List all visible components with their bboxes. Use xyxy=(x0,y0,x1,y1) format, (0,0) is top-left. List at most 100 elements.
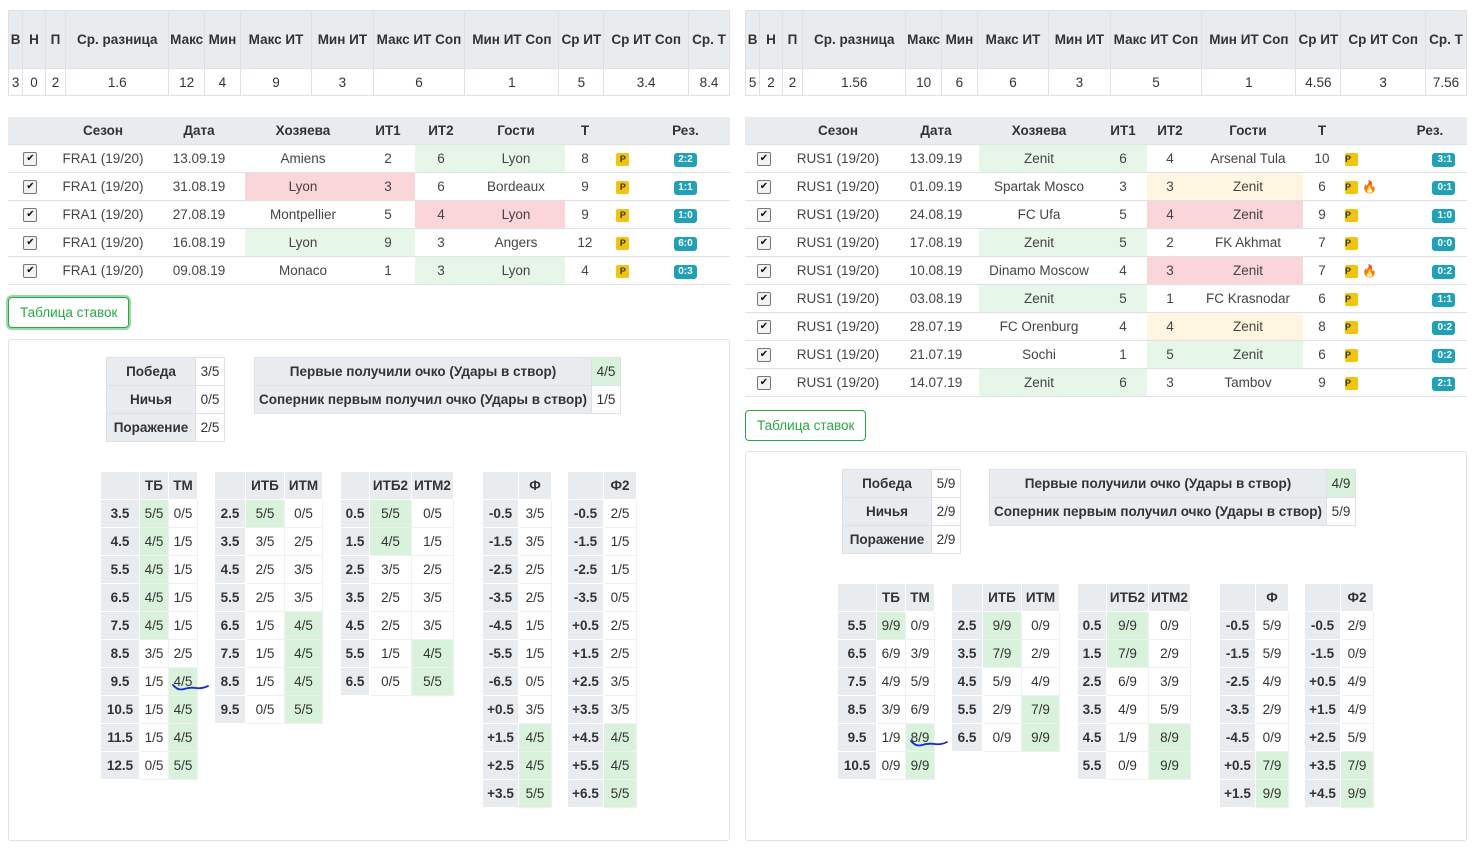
checkbox-checked-icon[interactable]: ✔ xyxy=(756,348,771,363)
checkbox-checked-icon[interactable]: ✔ xyxy=(23,208,38,223)
checkbox-checked-icon[interactable]: ✔ xyxy=(756,152,771,167)
checkbox-checked-icon[interactable]: ✔ xyxy=(756,208,771,223)
match-checkbox-cell[interactable]: ✔ xyxy=(745,284,783,313)
odds-line: 8.5 xyxy=(100,639,140,668)
summary-header: Макс xyxy=(905,10,943,69)
match-row[interactable]: ✔ RUS1 (19/20) 10.08.19 Dinamo Moscow 4 3 Zeni… xyxy=(745,256,1467,285)
odds-table-f: Ф -0.5 5/9 -1.5 5/9 -2.5 4/9 -3.5 2/9 -4.5 0/9 +0.5… xyxy=(1219,583,1289,808)
odds-header-blank xyxy=(1219,583,1256,612)
match-checkbox-cell[interactable]: ✔ xyxy=(745,312,783,341)
match-row[interactable]: ✔ FRA1 (19/20) 27.08.19 Montpellier 5 4 Lyon 9 P… xyxy=(8,200,730,229)
summary-header: Макс ИТ xyxy=(976,10,1050,69)
result-badge[interactable]: 0:2 xyxy=(1432,265,1455,279)
match-checkbox-cell[interactable]: ✔ xyxy=(8,144,53,173)
result-badge[interactable]: 0:0 xyxy=(1432,237,1455,251)
odds-line: 7.5 xyxy=(214,639,246,668)
match-row[interactable]: ✔ RUS1 (19/20) 24.08.19 FC Ufa 5 4 Zenit 9 P 1:0 xyxy=(745,200,1467,229)
match-total: 6 xyxy=(1302,340,1341,369)
summary-value: 6 xyxy=(372,68,466,96)
bets-table-button[interactable]: Таблица ставок xyxy=(745,410,867,441)
odds-value: 2/9 xyxy=(1021,639,1060,668)
odds-value: 1/5 xyxy=(518,639,552,668)
checkbox-checked-icon[interactable]: ✔ xyxy=(23,264,38,279)
checkbox-checked-icon[interactable]: ✔ xyxy=(756,376,771,391)
odds-line: 5.5 xyxy=(1077,751,1107,780)
match-home-score: 5 xyxy=(1099,228,1147,257)
match-row[interactable]: ✔ FRA1 (19/20) 31.08.19 Lyon 3 6 Bordeaux 9 P 1:1 xyxy=(8,172,730,201)
checkbox-checked-icon[interactable]: ✔ xyxy=(23,152,38,167)
odds-line: 3.5 xyxy=(100,499,140,528)
match-checkbox-cell[interactable]: ✔ xyxy=(8,172,53,201)
match-checkbox-cell[interactable]: ✔ xyxy=(8,200,53,229)
match-home-team: Zenit xyxy=(979,144,1099,173)
match-badges: P xyxy=(1340,200,1393,229)
checkbox-checked-icon[interactable]: ✔ xyxy=(756,320,771,335)
odds-value: 4/5 xyxy=(603,751,637,780)
result-badge[interactable]: 2:1 xyxy=(1432,377,1455,391)
odds-row: +1.5 4/5 xyxy=(482,723,552,752)
odds-value: 4/5 xyxy=(139,527,169,556)
checkbox-checked-icon[interactable]: ✔ xyxy=(756,180,771,195)
match-row[interactable]: ✔ RUS1 (19/20) 01.09.19 Spartak Mosco 3 3 Zeni… xyxy=(745,172,1467,201)
match-row[interactable]: ✔ RUS1 (19/20) 17.08.19 Zenit 5 2 FK Akhmat 7 P 0… xyxy=(745,228,1467,257)
match-checkbox-cell[interactable]: ✔ xyxy=(745,368,783,397)
summary-value: 0 xyxy=(22,68,46,96)
odds-value: 5/5 xyxy=(369,499,412,528)
summary-value: 12 xyxy=(168,68,206,96)
match-result-cell: 0:3 xyxy=(640,256,730,285)
result-badge[interactable]: 0:2 xyxy=(1432,349,1455,363)
match-row[interactable]: ✔ FRA1 (19/20) 16.08.19 Lyon 9 3 Angers 12 P 6:0 xyxy=(8,228,730,257)
matches-header: Сезон xyxy=(782,117,893,145)
summary-header: Ср ИТ xyxy=(1295,10,1342,69)
result-badge[interactable]: 0:3 xyxy=(673,265,697,279)
match-row[interactable]: ✔ RUS1 (19/20) 28.07.19 FC Orenburg 4 4 Zenit 8… xyxy=(745,312,1467,341)
stat-row: Поражение 2/9 xyxy=(842,525,961,554)
checkbox-checked-icon[interactable]: ✔ xyxy=(756,292,771,307)
result-badge[interactable]: 0:1 xyxy=(1432,181,1455,195)
checkbox-checked-icon[interactable]: ✔ xyxy=(756,264,771,279)
match-row[interactable]: ✔ RUS1 (19/20) 14.07.19 Zenit 6 3 Tambov 9 P 2:1 xyxy=(745,368,1467,397)
match-checkbox-cell[interactable]: ✔ xyxy=(745,200,783,229)
match-checkbox-cell[interactable]: ✔ xyxy=(8,228,53,257)
p-badge-icon: P xyxy=(1344,152,1358,166)
match-row[interactable]: ✔ RUS1 (19/20) 03.08.19 Zenit 5 1 FC Krasnodar… xyxy=(745,284,1467,313)
result-badge[interactable]: 6:0 xyxy=(673,237,697,251)
match-row[interactable]: ✔ RUS1 (19/20) 13.09.19 Zenit 6 4 Arsenal Tula… xyxy=(745,144,1467,173)
result-badge[interactable]: 1:1 xyxy=(673,181,697,195)
match-row[interactable]: ✔ FRA1 (19/20) 09.08.19 Monaco 1 3 Lyon 4 P 0:3 xyxy=(8,256,730,285)
match-checkbox-cell[interactable]: ✔ xyxy=(745,340,783,369)
result-badge[interactable]: 1:0 xyxy=(673,209,697,223)
odds-value: 1/5 xyxy=(245,611,285,640)
odds-row: -3.5 0/5 xyxy=(567,583,637,612)
match-row[interactable]: ✔ RUS1 (19/20) 21.07.19 Sochi 1 5 Zenit 6 P 0:2 xyxy=(745,340,1467,369)
bets-table-button[interactable]: Таблица ставок xyxy=(8,297,130,328)
result-badge[interactable]: 0:2 xyxy=(1432,321,1455,335)
match-badges: P xyxy=(604,144,641,173)
bets-stats-box xyxy=(745,451,1467,841)
odds-value: 1/9 xyxy=(1106,723,1149,752)
match-checkbox-cell[interactable]: ✔ xyxy=(745,256,783,285)
match-checkbox-cell[interactable]: ✔ xyxy=(745,228,783,257)
odds-line: +2.5 xyxy=(482,751,519,780)
odds-row: 6.5 0/5 5/5 xyxy=(340,667,454,696)
match-checkbox-cell[interactable]: ✔ xyxy=(8,256,53,285)
result-badge[interactable]: 3:1 xyxy=(1432,153,1455,167)
odds-line: -4.5 xyxy=(482,611,519,640)
match-checkbox-cell[interactable]: ✔ xyxy=(745,144,783,173)
checkbox-checked-icon[interactable]: ✔ xyxy=(23,180,38,195)
odds-line: 8.5 xyxy=(837,695,877,724)
checkbox-checked-icon[interactable]: ✔ xyxy=(756,236,771,251)
odds-value: 1/5 xyxy=(168,583,198,612)
match-checkbox-cell[interactable]: ✔ xyxy=(745,172,783,201)
odds-row: 10.5 1/5 4/5 xyxy=(100,695,198,724)
checkbox-checked-icon[interactable]: ✔ xyxy=(23,236,38,251)
odds-row: -3.5 2/9 xyxy=(1219,695,1289,724)
odds-value: 0/5 xyxy=(284,499,323,528)
odds-value: 7/9 xyxy=(1021,695,1060,724)
result-badge[interactable]: 1:0 xyxy=(1432,209,1455,223)
match-row[interactable]: ✔ FRA1 (19/20) 13.09.19 Amiens 2 6 Lyon 8 P 2:2 xyxy=(8,144,730,173)
odds-line: +6.5 xyxy=(567,779,604,808)
summary-header: Мин ИТ Соп xyxy=(464,10,560,69)
result-badge[interactable]: 2:2 xyxy=(673,153,697,167)
result-badge[interactable]: 1:1 xyxy=(1432,293,1455,307)
